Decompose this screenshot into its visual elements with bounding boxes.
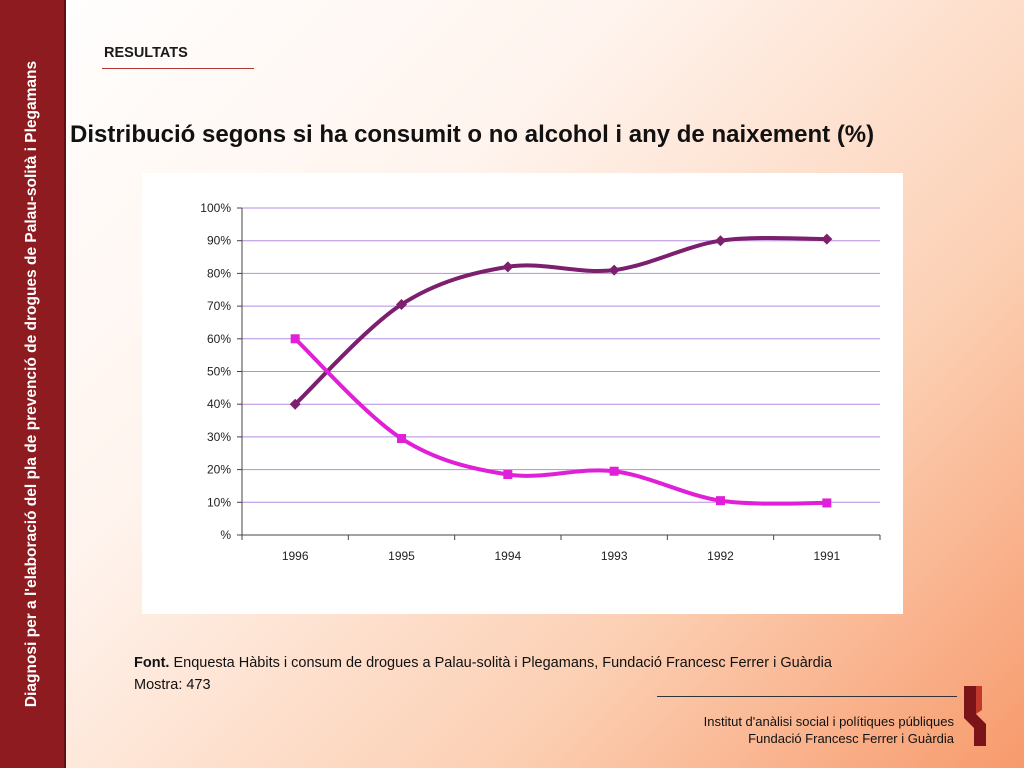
y-tick-label: 90% — [207, 234, 231, 248]
series-2-point — [397, 434, 406, 444]
institution-line-1: Institut d'anàlisi social i polítiques p… — [703, 714, 954, 729]
source-label: Font. — [134, 655, 170, 671]
series-1-point — [289, 398, 301, 410]
series-2-point — [716, 496, 725, 506]
section-label: RESULTATS — [104, 45, 188, 61]
sidebar: Diagnosi per a l'elaboració del pla de p… — [0, 0, 66, 768]
x-tick-label: 1991 — [813, 549, 840, 563]
y-tick-label: 50% — [207, 365, 231, 379]
series-2-point — [822, 498, 832, 508]
y-tick-label: 10% — [207, 495, 231, 509]
series-1-point — [715, 235, 726, 247]
x-tick-label: 1996 — [282, 549, 309, 563]
series-line-1 — [293, 235, 829, 407]
y-tick-label: 60% — [207, 332, 231, 346]
sample-size: Mostra: 473 — [134, 677, 211, 693]
y-tick-label: 20% — [207, 463, 231, 477]
source-text: Enquesta Hàbits i consum de drogues a Pa… — [169, 655, 832, 671]
y-tick-label: 40% — [207, 397, 231, 411]
chart-panel: % 10% 20% 30% 40% 50% 60% 70% 80% 90% 100% 1996 1995… — [142, 173, 903, 614]
series-1-point — [608, 264, 620, 276]
series-2-point — [609, 466, 619, 476]
y-tick-label: 30% — [207, 430, 231, 444]
series-1-point — [502, 261, 514, 273]
line-chart: % 10% 20% 30% 40% 50% 60% 70% 80% 90% 100% 1996 1995… — [200, 201, 881, 563]
series-1-point — [396, 298, 407, 310]
institution-line-2: Fundació Francesc Ferrer i Guàrdia — [748, 731, 954, 746]
source-note: Font. Enquesta Hàbits i consum de drogue… — [134, 655, 832, 671]
y-tick-label: % — [220, 528, 231, 542]
foundation-logo — [964, 686, 986, 746]
institution-credit: Institut d'anàlisi social i polítiques p… — [704, 713, 954, 747]
x-tick-label: 1993 — [601, 549, 628, 563]
series-line-2 — [293, 336, 829, 506]
y-tick-label: 70% — [207, 299, 231, 313]
x-tick-label: 1994 — [494, 549, 521, 563]
sidebar-title: Diagnosi per a l'elaboració del pla de p… — [23, 60, 40, 708]
series-2-point — [503, 470, 513, 480]
x-tick-label: 1992 — [707, 549, 734, 563]
series-2-point — [290, 334, 300, 344]
footer-divider — [657, 696, 957, 697]
y-tick-label: 80% — [207, 266, 231, 280]
series-1-point — [821, 233, 833, 245]
page-title: Distribució segons si ha consumit o no a… — [70, 121, 875, 148]
section-underline — [102, 68, 254, 69]
y-tick-label: 100% — [200, 201, 231, 215]
x-tick-label: 1995 — [388, 549, 415, 563]
